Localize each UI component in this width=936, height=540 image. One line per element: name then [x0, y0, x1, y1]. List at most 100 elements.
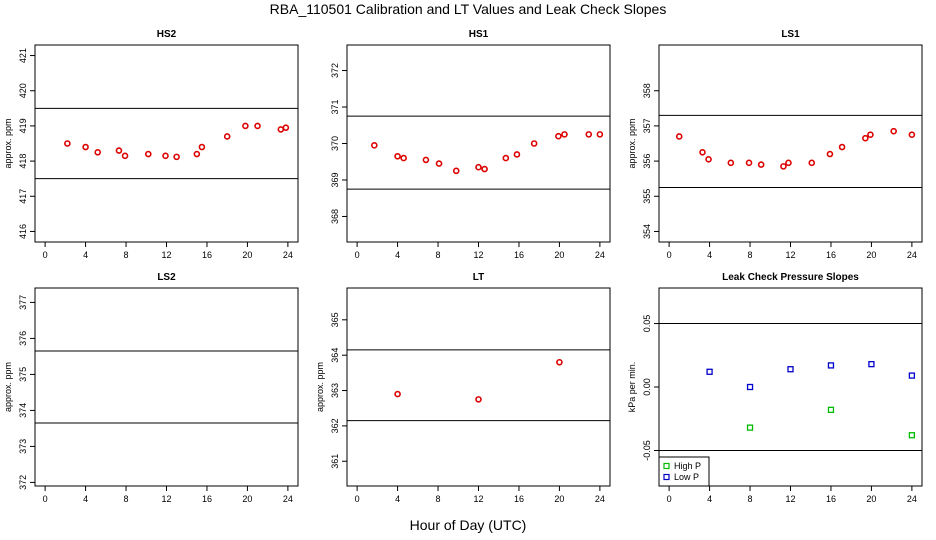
panel-leak-check: Leak Check Pressure Slopes 0 4 8 12 16 20 24 -0.…: [627, 272, 923, 504]
data-point: [780, 163, 787, 170]
data-point: [699, 148, 706, 156]
y-tick-label: 374: [18, 403, 28, 418]
y-axis-label: approx. ppm: [3, 362, 13, 412]
data-point: [162, 152, 169, 160]
data-point: [675, 133, 683, 140]
panel-title: LT: [473, 272, 484, 283]
data-point: [82, 143, 89, 151]
x-tick-label: 24: [595, 494, 605, 504]
y-tick-label: 364: [330, 348, 340, 363]
y-tick-label: 418: [18, 154, 28, 169]
panel-title: LS2: [157, 272, 176, 283]
data-point: [757, 161, 765, 168]
y-tick-label: 369: [330, 172, 340, 187]
data-point: [727, 159, 735, 167]
data-point: [746, 383, 754, 391]
x-tick-label: 12: [785, 250, 795, 260]
y-tick-label: 354: [642, 224, 652, 239]
data-point: [223, 133, 231, 140]
data-point: [193, 150, 201, 158]
x-tick-label: 24: [283, 494, 293, 504]
x-tick-label: 0: [667, 250, 672, 260]
data-point: [94, 148, 102, 156]
y-tick-label: 371: [330, 100, 340, 115]
legend-marker: [663, 462, 670, 470]
data-point: [787, 366, 794, 373]
y-tick-label: 377: [18, 295, 28, 310]
data-point: [808, 159, 816, 167]
plot-frame: [658, 44, 923, 243]
data-point: [144, 150, 152, 158]
data-point: [908, 432, 916, 439]
x-tick-label: 0: [355, 494, 360, 504]
y-axis-label: kPa per min.: [627, 362, 637, 413]
x-tick-label: 20: [866, 250, 876, 260]
y-tick-label: 372: [330, 63, 340, 78]
panel-title: LS1: [781, 29, 800, 40]
x-tick-label: 16: [202, 250, 212, 260]
x-tick-label: 8: [124, 250, 129, 260]
x-tick-label: 20: [242, 250, 252, 260]
x-tick-label: 8: [748, 250, 753, 260]
data-point: [502, 154, 510, 162]
x-tick-label: 4: [395, 494, 400, 504]
y-tick-label: 417: [18, 189, 28, 204]
data-point: [254, 122, 261, 130]
y-tick-label: 375: [18, 367, 28, 382]
x-tick-label: 16: [514, 494, 524, 504]
y-tick-label: 357: [642, 118, 652, 133]
data-point: [173, 153, 180, 161]
data-point: [115, 147, 123, 154]
x-tick-label: 24: [907, 494, 917, 504]
panel-hs1: HS1 0 4 8 12 16 20 24 368 369 370 371 372: [330, 29, 611, 260]
data-point: [394, 152, 401, 160]
y-tick-label: 368: [330, 209, 340, 224]
data-point: [838, 143, 846, 151]
data-point: [556, 358, 563, 366]
x-tick-label: 12: [785, 494, 795, 504]
data-point: [475, 396, 482, 403]
x-tick-label: 8: [748, 494, 753, 504]
x-tick-label: 20: [554, 494, 564, 504]
x-tick-label: 16: [826, 250, 836, 260]
y-tick-label: 370: [330, 136, 340, 151]
y-tick-label: 421: [18, 48, 28, 63]
panel-title: Leak Check Pressure Slopes: [722, 272, 859, 283]
data-point: [422, 156, 430, 164]
x-tick-label: 24: [907, 250, 917, 260]
data-point: [394, 390, 401, 398]
y-tick-label: 356: [642, 154, 652, 169]
data-point: [827, 406, 835, 413]
data-point: [596, 131, 604, 138]
x-tick-label: 4: [707, 494, 712, 504]
data-point: [908, 131, 916, 139]
x-tick-label: 4: [83, 494, 88, 504]
x-tick-label: 16: [202, 494, 212, 504]
x-tick-label: 4: [707, 250, 712, 260]
legend-box: [658, 456, 710, 487]
data-point: [475, 163, 482, 171]
x-tick-label: 0: [667, 494, 672, 504]
legend-label: Low P: [674, 472, 699, 482]
data-point: [371, 142, 378, 149]
x-axis-title: Hour of Day (UTC): [409, 517, 527, 533]
y-axis-label: approx. ppm: [3, 118, 13, 168]
data-point: [868, 361, 875, 368]
x-tick-label: 12: [473, 494, 483, 504]
y-tick-label: 355: [642, 189, 652, 204]
data-point: [555, 132, 562, 140]
x-tick-label: 16: [826, 494, 836, 504]
data-point: [827, 362, 835, 369]
data-point: [746, 424, 754, 431]
x-tick-label: 20: [554, 250, 564, 260]
x-tick-label: 20: [242, 494, 252, 504]
y-tick-label: 372: [18, 475, 28, 490]
x-tick-label: 0: [43, 494, 48, 504]
data-point: [435, 160, 443, 167]
y-tick-label: 362: [330, 418, 340, 433]
data-point: [121, 152, 129, 160]
plot-frame: [346, 44, 611, 243]
x-tick-label: 24: [595, 250, 605, 260]
y-tick-label: 0.05: [642, 315, 652, 333]
